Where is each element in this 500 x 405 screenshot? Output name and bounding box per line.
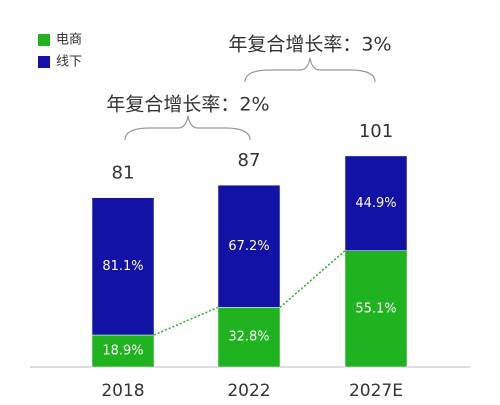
- legend-label: 线下: [56, 55, 82, 70]
- annotation: 年复合增长率：3%: [228, 34, 391, 56]
- trend-line: [153, 306, 219, 336]
- bar-segment: [344, 250, 408, 368]
- trend-line: [279, 250, 346, 308]
- x-tick-label: 2027E: [349, 381, 403, 401]
- brace: [244, 57, 376, 83]
- total-label: 81: [112, 163, 135, 184]
- bar-segment: [91, 334, 155, 368]
- total-label: 87: [238, 150, 261, 171]
- data-label: 18.9%: [102, 344, 143, 359]
- bar-segment: [217, 307, 281, 368]
- annotation: 年复合增长率：2%: [106, 94, 269, 116]
- data-label: 44.9%: [355, 196, 396, 211]
- legend-label: 电商: [56, 33, 82, 48]
- x-tick-label: 2022: [227, 381, 270, 401]
- data-label: 55.1%: [355, 301, 396, 316]
- bar-segment: [217, 184, 281, 308]
- bar-segment: [344, 155, 408, 251]
- brace: [124, 115, 251, 141]
- legend-swatch: [38, 56, 50, 68]
- data-label: 32.8%: [228, 330, 269, 345]
- bar-segment: [91, 197, 155, 336]
- data-label: 81.1%: [102, 259, 143, 274]
- legend-swatch: [38, 34, 50, 46]
- x-tick-label: 2018: [101, 381, 144, 401]
- data-label: 67.2%: [228, 239, 269, 254]
- total-label: 101: [359, 121, 393, 142]
